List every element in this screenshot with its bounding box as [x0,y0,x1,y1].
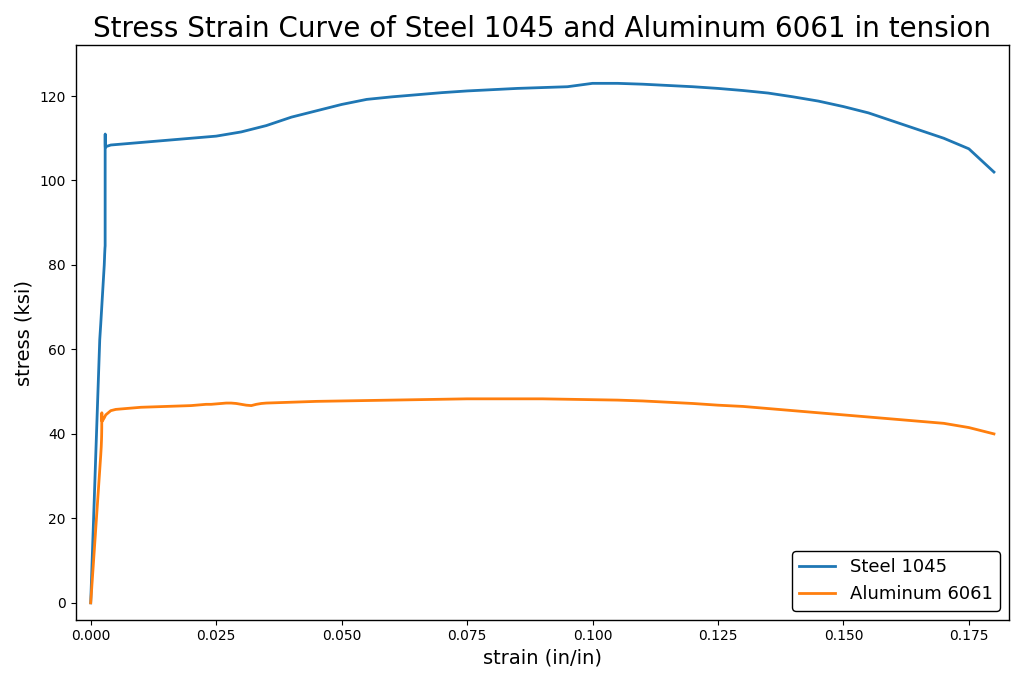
Steel 1045 [85,599,97,607]
Steel 1045 [461,87,473,95]
Steel 1045 [125,139,137,148]
Steel 1045 [737,87,750,95]
Steel 1045 [637,80,649,88]
Aluminum 6061 [762,404,774,413]
Steel 1045 [236,128,248,136]
Aluminum 6061 [87,562,99,570]
X-axis label: strain (in/in): strain (in/in) [483,649,602,668]
Aluminum 6061 [185,402,198,410]
Line: Steel 1045: Steel 1045 [91,83,994,603]
Line: Aluminum 6061: Aluminum 6061 [91,399,994,603]
Legend: Steel 1045, Aluminum 6061: Steel 1045, Aluminum 6061 [793,551,1000,611]
Aluminum 6061 [91,495,103,503]
Aluminum 6061 [85,599,97,607]
Steel 1045 [988,168,1000,176]
Aluminum 6061 [461,395,473,403]
Steel 1045 [812,97,824,105]
Aluminum 6061 [988,430,1000,438]
Steel 1045 [587,79,599,87]
Title: Stress Strain Curve of Steel 1045 and Aluminum 6061 in tension: Stress Strain Curve of Steel 1045 and Al… [93,15,991,43]
Aluminum 6061 [98,414,111,422]
Y-axis label: stress (ksi): stress (ksi) [15,279,34,385]
Aluminum 6061 [86,576,98,585]
